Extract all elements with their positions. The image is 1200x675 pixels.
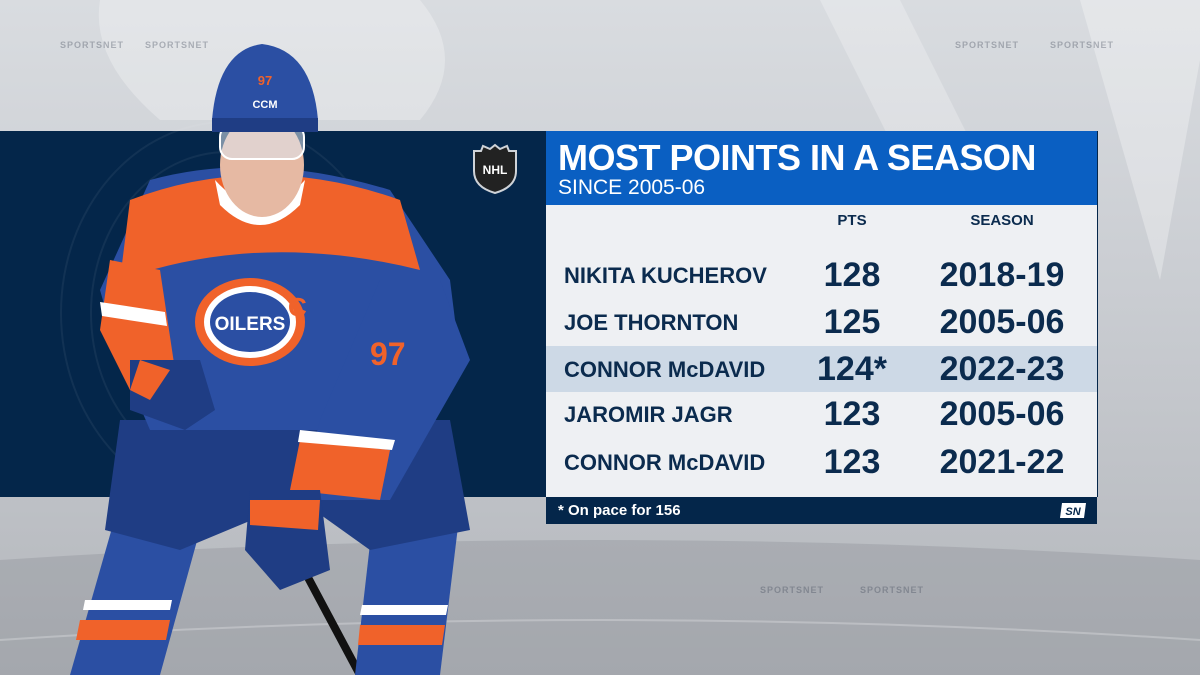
points-value: 125 [823, 303, 881, 341]
table-row-highlighted: CONNOR McDAVID 124* 2022-23 [546, 346, 1097, 392]
points-value: 128 [823, 256, 881, 294]
column-header-season: SEASON [970, 212, 1034, 229]
helmet-number: 97 [258, 73, 272, 88]
svg-text:SN: SN [1065, 506, 1081, 518]
season-value: 2005-06 [939, 395, 1065, 433]
season-value: 2021-22 [939, 443, 1065, 481]
watermark: SPORTSNET [60, 40, 125, 50]
footnote: * On pace for 156 [558, 502, 681, 519]
player-name: CONNOR McDAVID [564, 357, 766, 382]
season-value: 2018-19 [939, 256, 1065, 294]
table-row: CONNOR McDAVID 123 2021-22 [546, 439, 1097, 485]
points-value: 123 [823, 395, 881, 433]
sportsnet-logo-icon: SN [1060, 503, 1086, 518]
svg-text:NHL: NHL [483, 163, 508, 177]
watermark: SPORTSNET [860, 585, 925, 595]
points-value: 123 [823, 443, 881, 481]
player-name: JAROMIR JAGR [564, 402, 733, 427]
season-value: 2005-06 [939, 303, 1065, 341]
points-value: 124* [817, 350, 887, 388]
nhl-shield-icon: NHL [473, 143, 517, 195]
watermark: SPORTSNET [955, 40, 1020, 50]
player-name: NIKITA KUCHEROV [564, 263, 767, 288]
table-row: JAROMIR JAGR 123 2005-06 [546, 391, 1097, 437]
table-row: JOE THORNTON 125 2005-06 [546, 299, 1097, 345]
watermark: SPORTSNET [145, 40, 210, 50]
watermark: SPORTSNET [1050, 40, 1115, 50]
panel-footer: * On pace for 156 SN [546, 497, 1097, 524]
page-subtitle: SINCE 2005-06 [558, 176, 706, 199]
column-header-pts: PTS [837, 212, 867, 229]
page-title: MOST POINTS IN A SEASON [558, 137, 1036, 178]
team-crest-text: OILERS [215, 314, 286, 335]
panel-header: MOST POINTS IN A SEASON SINCE 2005-06 [546, 131, 1097, 205]
table-row: NIKITA KUCHEROV 128 2018-19 [546, 252, 1097, 298]
player-name: JOE THORNTON [564, 310, 739, 335]
player-name: CONNOR McDAVID [564, 450, 766, 475]
player-photo: OILERS C 97 97 CCM [70, 44, 470, 675]
season-value: 2022-23 [939, 350, 1065, 388]
jersey-number: 97 [370, 336, 406, 372]
captain-letter: C [288, 292, 307, 322]
helmet-brand: CCM [252, 99, 277, 111]
watermark: SPORTSNET [760, 585, 825, 595]
